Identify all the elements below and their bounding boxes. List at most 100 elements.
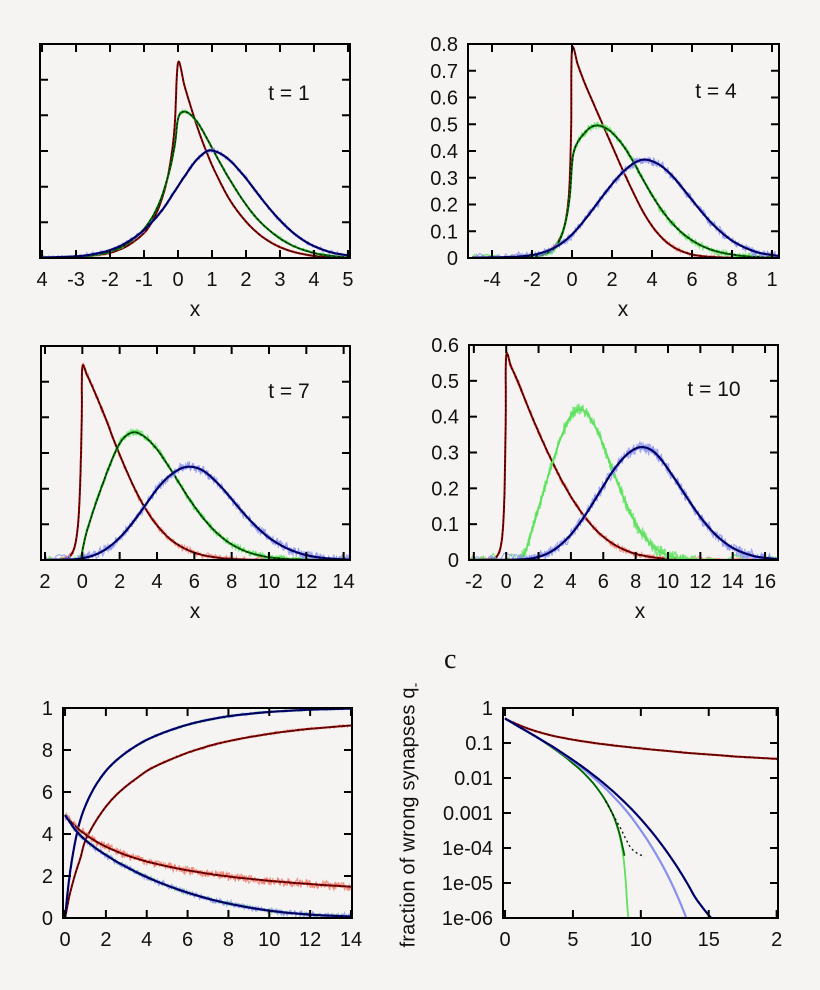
curve-red-noise bbox=[42, 60, 348, 257]
y-tick-label: 0.5 bbox=[431, 371, 459, 393]
curve-green-noise bbox=[42, 108, 348, 257]
curve-red-noise bbox=[471, 350, 764, 559]
x-tick-label: 2 bbox=[100, 929, 111, 951]
curve-decay-fast-noise bbox=[64, 815, 351, 917]
curve-rise-fast-noise bbox=[64, 709, 351, 917]
curve-green-line bbox=[41, 110, 349, 257]
x-tick-label: 14 bbox=[340, 929, 362, 951]
curves-group bbox=[41, 59, 349, 257]
y-tick-label: 0.5 bbox=[430, 114, 458, 136]
y-tick-label: 0.01 bbox=[454, 768, 493, 790]
curves-group bbox=[471, 45, 778, 257]
y-tick-label: 0.2 bbox=[431, 478, 459, 500]
curve-green bbox=[45, 427, 349, 559]
curve-decay-fast-noise bbox=[64, 813, 351, 917]
curve-decay-red-noise bbox=[64, 811, 351, 891]
y-tick-label: 0.001 bbox=[443, 803, 493, 825]
curve-red-noise bbox=[48, 59, 348, 257]
curve-green-light bbox=[504, 717, 630, 917]
curve-green-line bbox=[45, 431, 349, 559]
curve-blue bbox=[41, 146, 349, 257]
y-tick-label: 1e-05 bbox=[442, 873, 493, 895]
x-tick-label: 8 bbox=[630, 571, 641, 593]
curve-green bbox=[470, 403, 777, 559]
curve-blue-noise bbox=[45, 461, 349, 559]
x-tick-label: 0 bbox=[59, 929, 70, 951]
curve-green-noise bbox=[470, 403, 777, 559]
x-tick-label: 4 bbox=[565, 571, 576, 593]
curve-green bbox=[471, 121, 778, 257]
curve-red bbox=[470, 350, 777, 559]
curve-green-dark-line bbox=[504, 717, 626, 857]
panel-c-label: c bbox=[444, 644, 457, 675]
curve-rise-red-theory-dotted bbox=[64, 724, 351, 917]
curve-green-noise bbox=[45, 428, 349, 559]
y-tick-label: 0.3 bbox=[430, 168, 458, 190]
curve-blue-light bbox=[504, 717, 688, 917]
curve-red-theory-dotted bbox=[488, 352, 682, 559]
curve-blue bbox=[470, 441, 777, 559]
curve-green-theory-dotted bbox=[517, 124, 778, 257]
curve-blue-theory-dotted bbox=[517, 446, 777, 559]
plot-frame bbox=[502, 707, 779, 919]
y-tick-label: 0 bbox=[448, 550, 459, 572]
curve-decay-fast bbox=[64, 813, 351, 917]
plot-frame bbox=[40, 345, 351, 561]
x-tick-label: 1 bbox=[766, 269, 777, 291]
y-tick-label: 0.4 bbox=[431, 407, 459, 429]
x-tick-label: 12 bbox=[299, 929, 321, 951]
curve-red bbox=[41, 59, 349, 257]
curve-rise-red-line bbox=[64, 724, 351, 917]
curve-navy-line bbox=[504, 717, 712, 917]
curve-green-theory-dotted bbox=[604, 800, 646, 857]
curves-group bbox=[45, 362, 349, 559]
curve-green-light-noise bbox=[504, 717, 629, 917]
curve-blue-theory-dotted bbox=[42, 149, 349, 257]
x-tick-label: 4 bbox=[308, 269, 319, 291]
x-tick-label: 0 bbox=[172, 269, 183, 291]
x-tick-label: 8 bbox=[223, 929, 234, 951]
axes-group: 2 0 2 4 6 8 10 12 14 bbox=[39, 345, 355, 593]
x-tick-label: -3 bbox=[67, 269, 85, 291]
curve-green-line bbox=[519, 408, 746, 559]
y-tick-label: 1e-04 bbox=[442, 838, 493, 860]
curve-green bbox=[41, 108, 349, 257]
curve-blue-line bbox=[472, 158, 778, 257]
x-tick-label: 4 bbox=[141, 929, 152, 951]
curve-green-light-noise bbox=[504, 718, 629, 917]
curve-red-noise bbox=[504, 716, 777, 760]
curve-red-line bbox=[504, 717, 777, 760]
curve-blue bbox=[45, 461, 349, 559]
curve-blue-noise bbox=[472, 441, 777, 559]
x-tick-label: 2 bbox=[771, 929, 782, 951]
x-tick-label: 14 bbox=[722, 571, 744, 593]
x-tick-label: 0 bbox=[499, 929, 510, 951]
y-tick-label: 0.1 bbox=[465, 733, 493, 755]
curve-red-noise bbox=[504, 717, 777, 761]
curve-green-line bbox=[472, 124, 778, 257]
curve-red-theory-dotted bbox=[58, 364, 245, 559]
curve-red-line bbox=[472, 45, 778, 257]
x-tick-label: 6 bbox=[182, 929, 193, 951]
x-axis-title: x bbox=[618, 298, 629, 321]
curve-blue-noise bbox=[44, 147, 349, 257]
x-tick-label: 12 bbox=[689, 571, 711, 593]
curve-red-theory-dotted bbox=[507, 46, 724, 257]
x-tick-label: 5 bbox=[567, 929, 578, 951]
curve-red-noise bbox=[45, 362, 349, 559]
curve-rise-fast bbox=[64, 709, 351, 917]
x-tick-label: 3 bbox=[274, 269, 285, 291]
x-tick-label: 0 bbox=[77, 571, 88, 593]
x-tick-label: -1 bbox=[135, 269, 153, 291]
curve-rise-fast-theory-dotted bbox=[64, 709, 351, 917]
x-tick-label: 6 bbox=[598, 571, 609, 593]
plot-frame bbox=[62, 707, 353, 919]
x-tick-label: 2 bbox=[39, 571, 50, 593]
curves-group bbox=[64, 709, 351, 917]
x-tick-label: 10 bbox=[258, 929, 280, 951]
y-tick-label: 0.1 bbox=[431, 514, 459, 536]
y-tick-label: 2 bbox=[42, 866, 53, 888]
x-tick-label: 5 bbox=[342, 269, 353, 291]
curve-red-noise bbox=[471, 46, 774, 257]
